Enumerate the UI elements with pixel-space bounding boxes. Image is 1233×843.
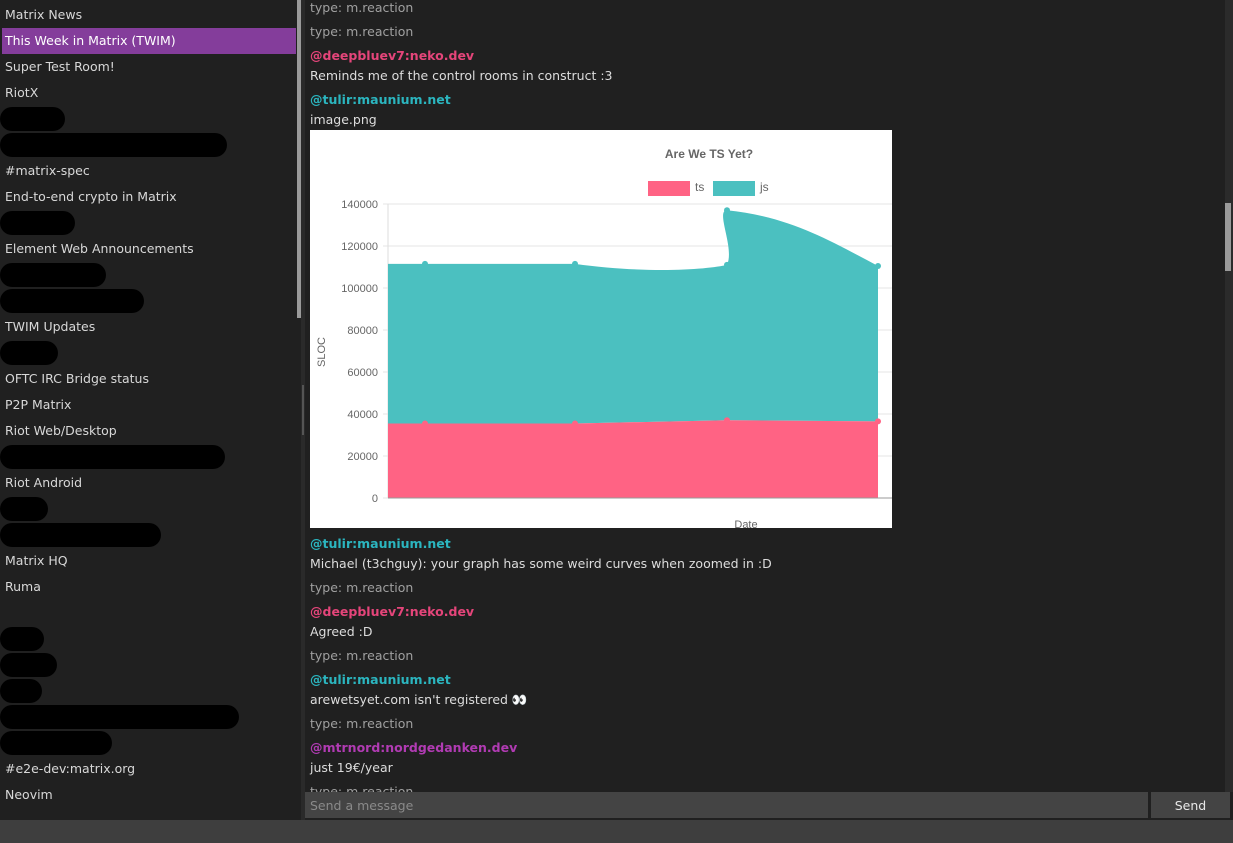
room-item[interactable]: Riot Android [5,475,83,490]
redacted-room[interactable] [0,211,75,235]
redacted-room[interactable] [0,679,42,703]
message-body: arewetsyet.com isn't registered 👀 [310,692,528,707]
timeline-scrollbar-thumb[interactable] [1225,203,1231,271]
redacted-room[interactable] [0,445,225,469]
room-item[interactable]: Neovim [5,787,53,802]
area-chart: 0 20000 40000 60000 80000 100000 120000 140000 A… [316,147,892,531]
redacted-room[interactable] [0,133,227,157]
js-point [875,262,881,269]
message-sender[interactable]: @deepbluev7:neko.dev [310,604,475,619]
ts-point [422,420,428,427]
room-item[interactable]: Riot Web/Desktop [5,423,117,438]
y-axis-label: SLOC [316,337,328,367]
message-sender[interactable]: @tulir:maunium.net [310,92,451,107]
js-area [388,210,878,424]
redacted-room[interactable] [0,107,65,131]
js-point [724,207,730,214]
js-point [422,260,428,267]
y-tick-label: 40000 [347,409,378,421]
y-tick-label: 80000 [347,325,378,337]
pane-resize-handle[interactable] [302,385,304,435]
room-list-scrollbar[interactable] [297,0,301,318]
event-type: type: m.reaction [310,580,414,595]
ts-point [572,420,578,427]
message-input[interactable] [305,792,1148,818]
send-button[interactable]: Send [1151,792,1230,818]
redacted-room[interactable] [0,289,144,313]
ts-point [875,418,881,425]
room-item[interactable]: TWIM Updates [5,319,96,334]
message-body: just 19€/year [310,760,393,775]
message-sender[interactable]: @tulir:maunium.net [310,536,451,551]
room-item[interactable]: P2P Matrix [5,397,72,412]
room-item[interactable]: End-to-end crypto in Matrix [5,189,177,204]
message-sender[interactable]: @mtrnord:nordgedanken.dev [310,740,518,755]
redacted-room[interactable] [0,705,239,729]
room-item[interactable]: Matrix HQ [5,553,68,568]
y-tick-label: 120000 [341,241,378,253]
message-timeline: type: m.reaction type: m.reaction @deepblu… [305,0,1225,792]
message-body: image.png [310,112,377,127]
y-tick-label: 100000 [341,283,378,295]
room-item[interactable]: This Week in Matrix (TWIM) [2,28,296,54]
room-item[interactable]: #matrix-spec [5,163,90,178]
redacted-room[interactable] [0,497,48,521]
timeline-scrollbar-track[interactable] [1225,0,1233,792]
room-item[interactable]: Matrix News [5,7,83,22]
room-item[interactable]: OFTC IRC Bridge status [5,371,149,386]
event-type: type: m.reaction [310,24,414,39]
room-item[interactable]: RiotX [5,85,39,100]
legend-swatch-ts [648,181,690,196]
event-type: type: m.reaction [310,784,414,792]
event-type: type: m.reaction [310,648,414,663]
room-list: Matrix News This Week in Matrix (TWIM) Sup… [0,0,297,820]
legend-label-js: js [759,180,769,194]
y-tick-label: 0 [372,493,378,505]
event-type: type: m.reaction [310,716,414,731]
status-bar [0,820,1233,843]
redacted-room[interactable] [0,653,57,677]
redacted-room[interactable] [0,523,161,547]
x-axis-label: Date [734,519,757,528]
room-item[interactable]: Super Test Room! [5,59,115,74]
y-tick-label: 60000 [347,367,378,379]
js-point [572,260,578,267]
y-tick-label: 20000 [347,451,378,463]
room-item[interactable]: Element Web Announcements [5,241,194,256]
message-sender[interactable]: @tulir:maunium.net [310,672,451,687]
y-tick-label: 140000 [341,199,378,211]
event-type: type: m.reaction [310,0,414,15]
redacted-room[interactable] [0,263,106,287]
redacted-room[interactable] [0,731,112,755]
message-sender[interactable]: @deepbluev7:neko.dev [310,48,475,63]
js-point [724,261,730,268]
message-body: Michael (t3chguy): your graph has some w… [310,556,772,571]
room-item[interactable]: #e2e-dev:matrix.org [5,761,136,776]
ts-point [724,417,730,424]
redacted-room[interactable] [0,341,58,365]
legend-swatch-js [713,181,755,196]
ts-area [388,420,878,498]
message-body: Agreed :D [310,624,373,639]
chart-title: Are We TS Yet? [665,147,753,161]
message-body: Reminds me of the control rooms in const… [310,68,613,83]
chart-image[interactable]: 0 20000 40000 60000 80000 100000 120000 140000 A… [310,130,892,531]
room-item[interactable]: Ruma [5,579,41,594]
redacted-room[interactable] [0,627,44,651]
legend-label-ts: ts [695,180,704,194]
